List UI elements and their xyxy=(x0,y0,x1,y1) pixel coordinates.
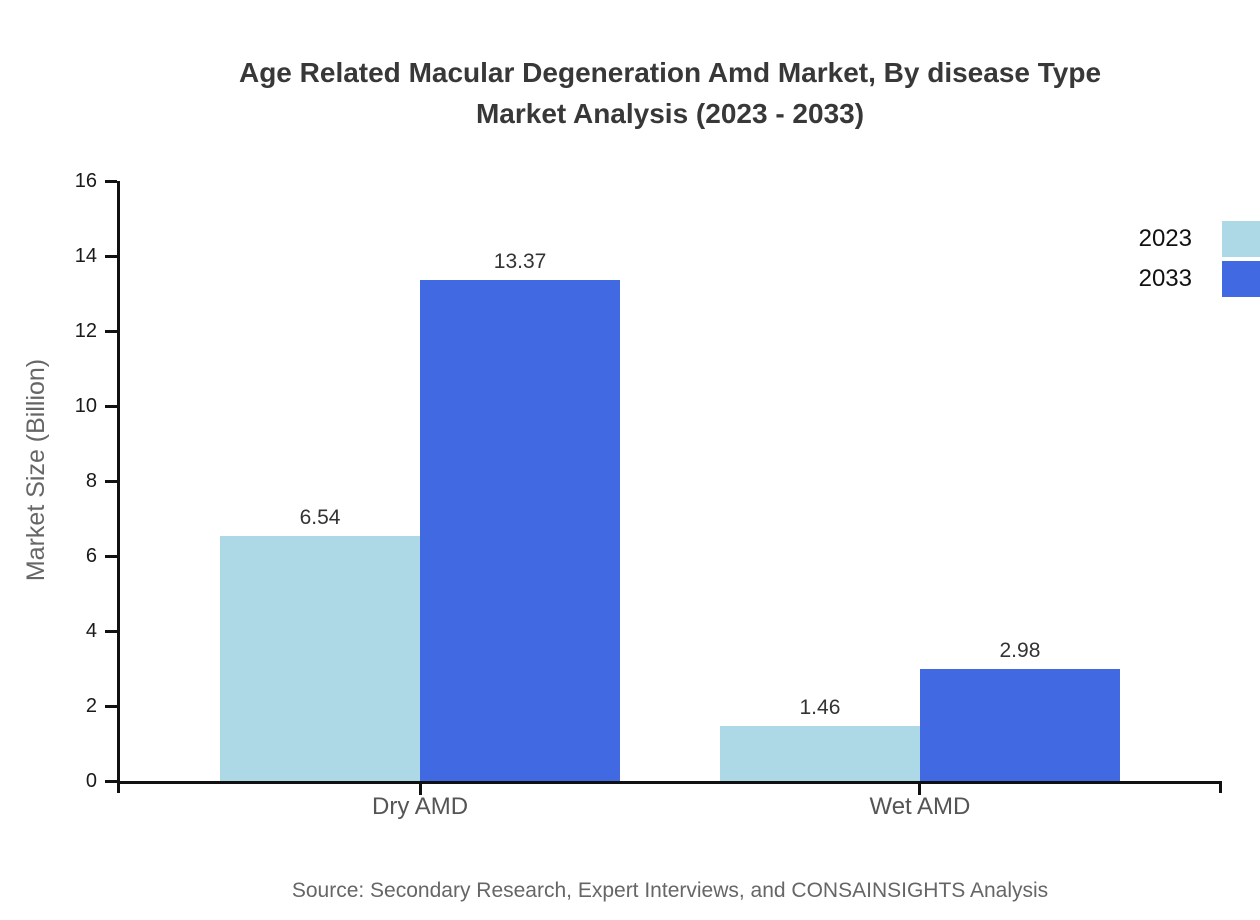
y-tick-label: 14 xyxy=(74,245,97,267)
legend: 2023 2033 xyxy=(1139,219,1260,299)
x-axis-end-tick xyxy=(1219,781,1222,793)
y-tick-label: 4 xyxy=(85,620,97,642)
bar-2023-wet-amd xyxy=(719,726,920,781)
bar-2033-wet-amd xyxy=(919,669,1120,781)
bar-2023-dry-amd xyxy=(220,535,421,781)
legend-item: 2033 xyxy=(1139,259,1260,299)
x-tick-dry-amd xyxy=(418,784,422,795)
legend-swatch-2023 xyxy=(1222,221,1260,257)
y-tick xyxy=(105,704,117,708)
y-tick-label: 8 xyxy=(85,470,97,492)
x-axis-line xyxy=(117,781,1222,784)
legend-label: 2033 xyxy=(1138,265,1192,292)
x-tick-wet-amd xyxy=(918,784,922,795)
y-tick xyxy=(105,254,117,258)
source-note: Source: Secondary Research, Expert Inter… xyxy=(291,879,1049,902)
bar-value-label: 6.54 xyxy=(299,505,341,529)
legend-swatch-2033 xyxy=(1222,261,1260,297)
bar-2033-dry-amd xyxy=(420,279,621,781)
y-tick xyxy=(105,554,117,558)
y-tick xyxy=(105,329,117,333)
x-category-label-dry-amd: Dry AMD xyxy=(372,793,469,820)
bar-value-label: 13.37 xyxy=(493,249,547,273)
y-tick-label: 12 xyxy=(74,320,97,342)
y-tick xyxy=(105,404,117,408)
bar-value-label: 1.46 xyxy=(799,696,841,720)
y-tick-label: 2 xyxy=(85,695,97,717)
y-axis-line xyxy=(117,181,120,793)
y-tick xyxy=(105,629,117,633)
legend-label: 2023 xyxy=(1138,225,1192,252)
chart-title-line1: Age Related Macular Degeneration Amd Mar… xyxy=(238,57,1102,88)
y-tick-label: 6 xyxy=(85,545,97,567)
y-tick-label: 10 xyxy=(74,395,97,417)
x-category-label-wet-amd: Wet AMD xyxy=(869,793,971,820)
y-tick xyxy=(105,779,117,783)
y-tick xyxy=(105,479,117,483)
bar-value-label: 2.98 xyxy=(999,639,1041,663)
legend-item: 2023 xyxy=(1139,219,1260,259)
chart-title: Age Related Macular Degeneration Amd Mar… xyxy=(118,52,1222,134)
y-tick-label: 16 xyxy=(74,170,97,192)
chart-title-line2: Market Analysis (2023 - 2033) xyxy=(475,98,865,129)
y-tick xyxy=(105,179,117,183)
y-tick-label: 0 xyxy=(85,770,97,792)
